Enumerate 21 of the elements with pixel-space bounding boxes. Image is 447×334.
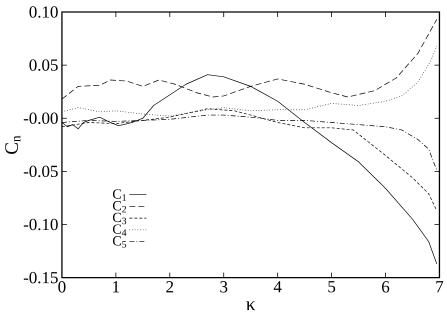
x-tick-label: 3: [220, 281, 228, 293]
y-axis-title: C$_{n}$: [5, 136, 20, 154]
x-tick-label: 7: [436, 281, 444, 292]
y-tick-label: -0.10: [24, 218, 58, 230]
x-tick-label: 2: [166, 281, 174, 293]
y-tick-label: 0.05: [29, 60, 58, 72]
x-tick-label: 0: [58, 281, 66, 293]
y-tick-label: -0.05: [24, 166, 58, 178]
y-tick-label: -0.15: [24, 272, 58, 284]
x-tick-label: 6: [382, 281, 390, 293]
legend-label: C$_{1}$: [112, 190, 126, 201]
x-axis-title: κ: [246, 302, 256, 310]
y-tick-label: 0.10: [29, 6, 58, 18]
x-tick-label: 4: [274, 281, 282, 292]
x-tick-label: 1: [113, 281, 120, 293]
legend-label: C$_{3}$: [112, 212, 126, 224]
legend-label: C$_{2}$: [112, 201, 126, 213]
legend-label: C$_{4}$: [112, 224, 126, 236]
y-tick-label: -0.00: [24, 112, 58, 124]
legend-label: C$_{5}$: [112, 236, 126, 248]
x-tick-label: 5: [328, 281, 336, 293]
